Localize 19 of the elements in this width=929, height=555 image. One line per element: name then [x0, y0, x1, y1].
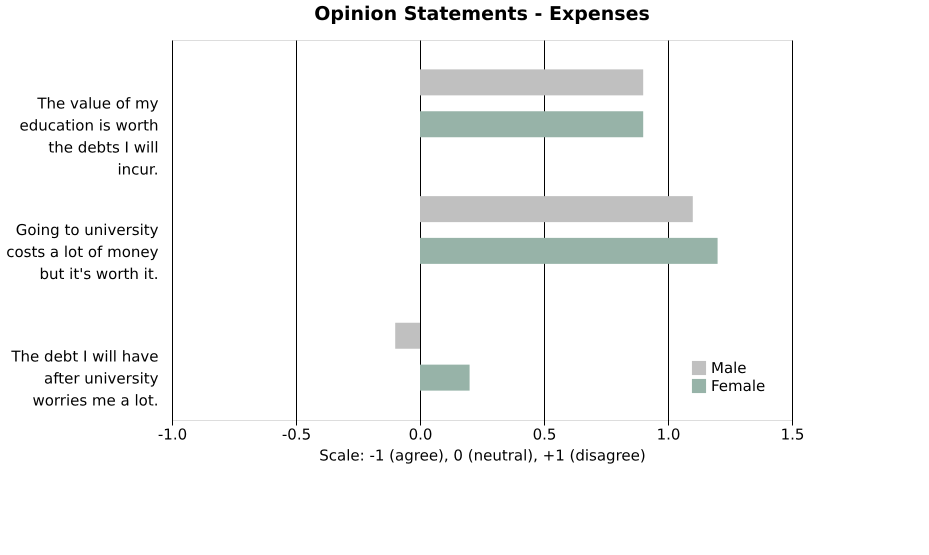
- y-tick-label: The debt I will have after university worries me a lot.: [10, 348, 159, 410]
- x-axis-title: Scale: -1 (agree), 0 (neutral), +1 (disagree): [319, 446, 646, 464]
- x-tick-label: 1.0: [656, 426, 680, 444]
- bar: [420, 238, 718, 264]
- legend-label: Male: [711, 359, 747, 377]
- y-tick-label: The value of my education is worth the debts I will incur.: [20, 94, 159, 178]
- x-tick-label: 0.0: [408, 426, 432, 444]
- legend-label: Female: [711, 377, 766, 395]
- chart-title: Opinion Statements - Expenses: [314, 3, 650, 25]
- x-tick-label: -0.5: [282, 426, 312, 444]
- bar: [395, 322, 420, 349]
- bar: [420, 196, 693, 222]
- bar: [420, 69, 644, 96]
- bar: [420, 364, 470, 391]
- y-tick-label: Going to university costs a lot of money but it's worth it.: [6, 221, 159, 283]
- x-tick-label: -1.0: [158, 426, 188, 444]
- bar: [420, 111, 644, 138]
- x-tick-label: 1.5: [780, 426, 804, 444]
- x-tick-label: 0.5: [532, 426, 556, 444]
